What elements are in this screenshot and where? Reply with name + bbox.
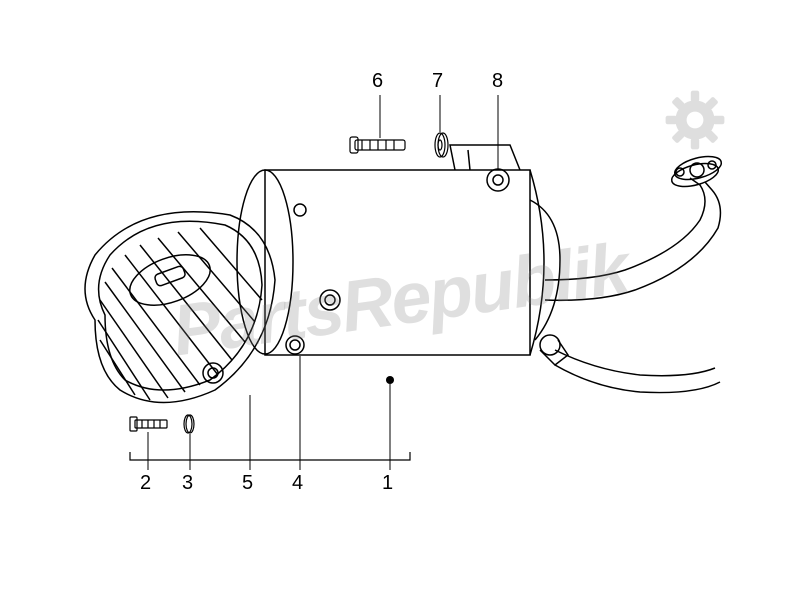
bolt-2 <box>130 417 167 431</box>
mount-bracket <box>450 145 568 365</box>
bolt-6 <box>350 137 405 153</box>
bullet-1 <box>386 376 394 384</box>
callout-3: 3 <box>182 472 193 495</box>
diagram-container: 6 7 8 1 2 3 4 5 PartsRepublik <box>0 0 800 600</box>
washer-7 <box>435 133 448 157</box>
callout-5: 5 <box>242 472 253 495</box>
heat-shield <box>85 212 275 403</box>
muffler-body <box>237 170 544 355</box>
washer-3 <box>184 415 194 433</box>
exhaust-pipe <box>545 152 724 392</box>
callout-2: 2 <box>140 472 151 495</box>
callout-6: 6 <box>372 70 383 93</box>
callout-1: 1 <box>382 472 393 495</box>
leader-lines <box>148 95 498 470</box>
callout-7: 7 <box>432 70 443 93</box>
exhaust-diagram <box>0 0 800 600</box>
assembly-bracket <box>130 452 410 460</box>
callout-4: 4 <box>292 472 303 495</box>
callout-8: 8 <box>492 70 503 93</box>
